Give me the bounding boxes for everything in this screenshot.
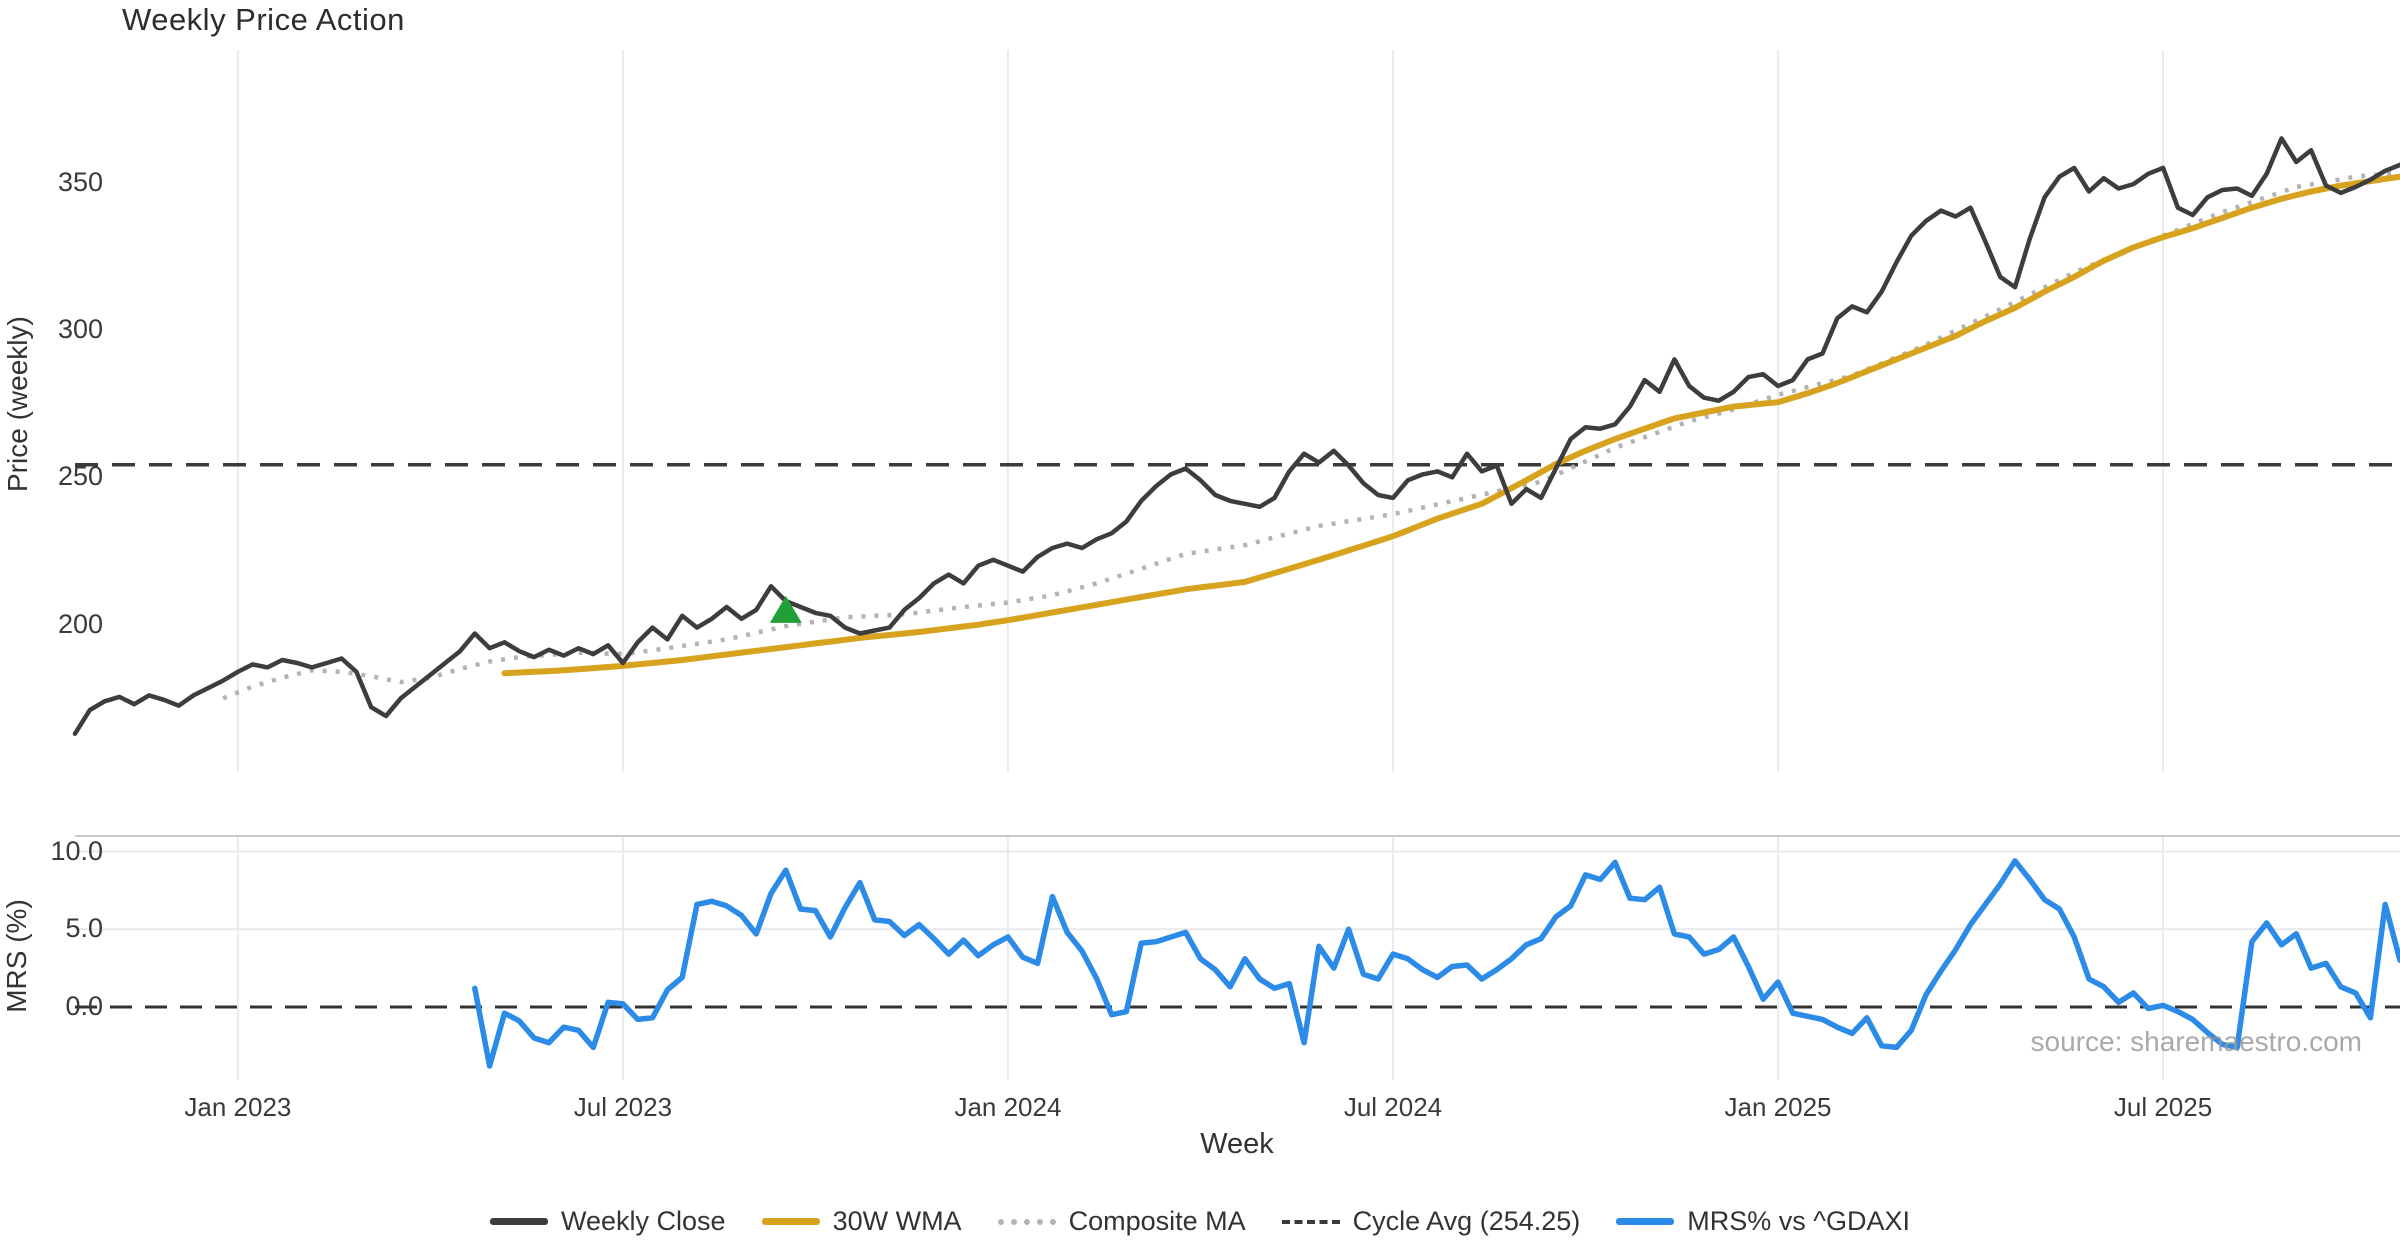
wma-30w-line bbox=[501, 173, 2400, 677]
weekly-close-line bbox=[72, 136, 2400, 736]
legend-item: 30W WMA bbox=[761, 1206, 962, 1237]
legend-swatch-solid-icon bbox=[490, 1218, 548, 1225]
x-tick-label: Jul 2025 bbox=[2113, 1092, 2213, 1122]
composite-ma-line bbox=[222, 170, 2400, 701]
price-ytick-label: 250 bbox=[57, 461, 103, 492]
x-tick-label: Jul 2024 bbox=[1343, 1092, 1443, 1122]
x-tick-label: Jul 2023 bbox=[573, 1092, 673, 1122]
x-tick-label: Jan 2025 bbox=[1724, 1092, 1832, 1122]
legend-item: Composite MA bbox=[997, 1206, 1246, 1237]
mrs-ytick-label: 5.0 bbox=[65, 913, 103, 944]
legend-label: Cycle Avg (254.25) bbox=[1352, 1206, 1581, 1236]
legend-label: MRS% vs ^GDAXI bbox=[1687, 1206, 1910, 1236]
legend-swatch-dashed-icon bbox=[1281, 1219, 1340, 1224]
buy-signal-triangle-icon bbox=[769, 595, 802, 623]
price-ytick-label: 200 bbox=[57, 608, 103, 639]
x-tick-label: Jan 2024 bbox=[954, 1092, 1062, 1122]
x-axis-label: Week bbox=[1200, 1128, 1274, 1160]
legend-item: MRS% vs ^GDAXI bbox=[1616, 1206, 1910, 1237]
chart-title: Weekly Price Action bbox=[122, 2, 405, 37]
legend: Weekly Close 30W WMA Composite MA Cycle Avg… bbox=[0, 1206, 2400, 1237]
legend-swatch-dotted-icon bbox=[997, 1218, 1056, 1225]
price-ytick-label: 350 bbox=[57, 166, 103, 197]
legend-label: 30W WMA bbox=[832, 1206, 962, 1236]
x-tick-label: Jan 2023 bbox=[184, 1092, 292, 1122]
legend-swatch-solid-icon bbox=[761, 1218, 820, 1225]
legend-label: Weekly Close bbox=[561, 1206, 726, 1236]
legend-item: Cycle Avg (254.25) bbox=[1281, 1206, 1581, 1237]
mrs-line bbox=[472, 858, 2400, 1069]
mrs-ytick-label: 10.0 bbox=[50, 835, 103, 866]
legend-item: Weekly Close bbox=[490, 1206, 726, 1237]
legend-swatch-solid-icon bbox=[1616, 1218, 1675, 1225]
price-ytick-label: 300 bbox=[57, 313, 103, 344]
legend-label: Composite MA bbox=[1068, 1206, 1246, 1236]
source-watermark: source: sharemaestro.com bbox=[2030, 1026, 2362, 1057]
mrs-ytick-label: 0.0 bbox=[65, 990, 103, 1021]
